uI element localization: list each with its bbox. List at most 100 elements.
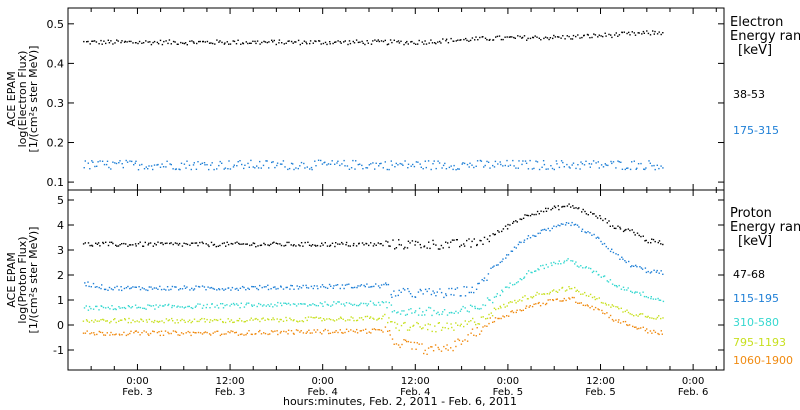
data-point xyxy=(299,43,301,46)
data-point xyxy=(418,343,420,345)
data-point xyxy=(326,303,328,306)
data-point xyxy=(237,320,240,322)
data-point xyxy=(558,166,561,169)
data-point xyxy=(227,243,230,246)
data-point xyxy=(341,241,343,244)
data-point xyxy=(568,35,570,38)
data-point xyxy=(147,244,149,246)
data-point xyxy=(188,164,191,166)
data-point xyxy=(233,304,236,306)
data-point xyxy=(250,159,252,162)
data-point xyxy=(502,38,504,41)
data-point xyxy=(522,217,525,219)
data-point xyxy=(523,276,526,278)
data-point xyxy=(626,32,628,35)
data-point xyxy=(560,37,562,39)
data-point xyxy=(551,264,553,267)
data-point xyxy=(642,235,644,237)
data-point xyxy=(311,332,313,334)
data-point xyxy=(322,318,325,320)
data-point xyxy=(98,286,100,289)
data-point xyxy=(124,40,126,43)
data-point xyxy=(257,167,260,169)
data-point xyxy=(237,289,239,291)
data-point xyxy=(259,303,262,306)
proton-legend-energy: Energy ran xyxy=(730,220,800,235)
data-point xyxy=(414,244,416,246)
data-point xyxy=(179,319,182,322)
data-point xyxy=(448,166,451,169)
data-point xyxy=(558,289,561,291)
data-point xyxy=(185,332,187,334)
x-tick-label-time: 12:00 xyxy=(216,376,245,387)
data-point xyxy=(195,168,198,170)
data-point xyxy=(442,247,444,249)
data-point xyxy=(263,242,265,245)
data-point xyxy=(593,308,595,311)
data-point xyxy=(421,41,423,43)
data-point xyxy=(492,39,495,41)
data-point xyxy=(125,159,127,162)
data-point xyxy=(335,330,337,332)
data-point xyxy=(647,332,649,334)
data-point xyxy=(417,161,419,163)
data-point xyxy=(360,302,362,304)
y-tick-label: -1 xyxy=(53,344,64,357)
data-point xyxy=(518,299,521,301)
data-point xyxy=(333,301,335,303)
data-point xyxy=(101,284,103,286)
data-point xyxy=(356,304,358,307)
data-point xyxy=(128,305,130,308)
data-point xyxy=(252,286,254,288)
data-point xyxy=(507,254,510,256)
data-point xyxy=(344,40,346,42)
data-point xyxy=(142,320,144,322)
data-point xyxy=(108,166,110,169)
data-point xyxy=(224,321,227,324)
data-point xyxy=(332,287,334,289)
data-point xyxy=(282,320,285,322)
data-point xyxy=(506,159,508,162)
data-point xyxy=(386,168,388,171)
data-point xyxy=(515,282,518,284)
data-point xyxy=(570,38,572,40)
data-point xyxy=(261,286,263,289)
data-point xyxy=(159,242,162,244)
data-point xyxy=(353,42,356,44)
data-point xyxy=(651,238,653,240)
data-point xyxy=(407,43,409,45)
data-point xyxy=(115,333,117,335)
data-point xyxy=(236,319,238,322)
data-point xyxy=(599,215,601,217)
data-point xyxy=(181,288,184,290)
data-point xyxy=(622,311,624,313)
data-point xyxy=(406,40,408,43)
data-point xyxy=(126,161,129,163)
data-point xyxy=(189,331,191,334)
data-point xyxy=(432,239,434,242)
data-point xyxy=(551,207,554,210)
data-point xyxy=(147,333,149,335)
data-point xyxy=(377,329,379,331)
data-point xyxy=(175,286,177,288)
data-point xyxy=(181,245,184,247)
data-point xyxy=(163,321,165,324)
data-point xyxy=(138,40,141,43)
data-point xyxy=(658,240,661,242)
data-point xyxy=(203,286,206,288)
data-point xyxy=(316,244,319,247)
data-point xyxy=(177,43,179,45)
data-point xyxy=(594,306,597,309)
data-point xyxy=(624,260,626,262)
data-point xyxy=(118,162,120,164)
data-point xyxy=(636,291,638,293)
proton-series-310-580-label: 310-580 xyxy=(733,316,779,329)
data-point xyxy=(142,245,145,247)
data-point xyxy=(531,168,534,170)
data-point xyxy=(298,286,301,288)
data-point xyxy=(93,332,95,334)
data-point xyxy=(278,39,281,41)
data-point xyxy=(517,167,519,169)
data-point xyxy=(139,288,142,291)
data-point xyxy=(600,301,603,304)
